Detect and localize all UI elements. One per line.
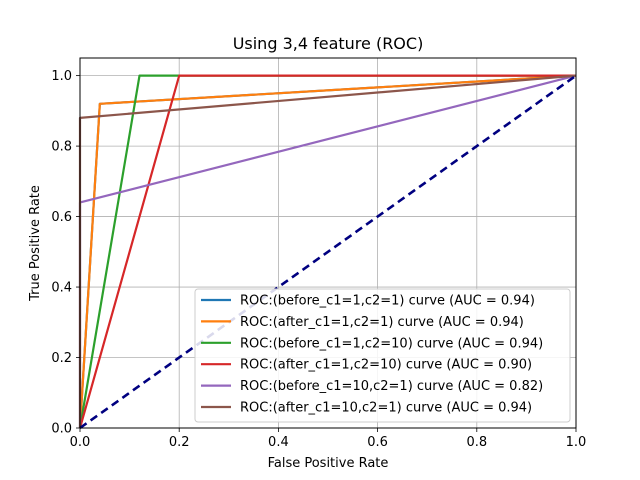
x-tick-label: 0.2 [169, 435, 190, 450]
x-tick-label: 0.6 [367, 435, 388, 450]
x-tick-label: 0.4 [268, 435, 289, 450]
y-tick-label: 0.0 [51, 422, 72, 437]
y-tick-label: 1.0 [51, 69, 72, 84]
legend-label-3: ROC:(before_c1=1,c2=10) curve (AUC = 0.9… [240, 336, 543, 351]
y-tick-label: 0.2 [51, 351, 72, 366]
x-axis-label: False Positive Rate [268, 456, 389, 471]
roc-curve-4 [78, 74, 576, 429]
y-tick-label: 0.8 [51, 140, 72, 155]
legend-label-2: ROC:(after_c1=1,c2=1) curve (AUC = 0.94) [240, 315, 524, 330]
chance-diagonal [79, 74, 577, 430]
roc-curve-2 [78, 74, 577, 429]
y-axis-label: True Positive Rate [28, 185, 43, 302]
y-tick-label: 0.6 [51, 210, 72, 225]
x-tick-label: 0.8 [466, 435, 487, 450]
x-tick-label: 1.0 [566, 435, 587, 450]
chart-title: Using 3,4 feature (ROC) [233, 34, 424, 53]
legend-label-1: ROC:(before_c1=1,c2=1) curve (AUC = 0.94… [240, 294, 535, 309]
ticks: 0.0 0.2 0.4 0.6 0.8 1.0 0.0 0.2 0.4 0.6 0.8 1.0 [51, 69, 586, 450]
legend-label-4: ROC:(after_c1=1,c2=10) curve (AUC = 0.90… [240, 358, 532, 373]
plot-frame [79, 57, 577, 429]
legend-box [194, 288, 571, 423]
x-tick-label: 0.0 [70, 435, 91, 450]
legend-label-6: ROC:(after_c1=10,c2=1) curve (AUC = 0.94… [240, 401, 532, 416]
legend-label-5: ROC:(before_c1=10,c2=1) curve (AUC = 0.8… [240, 379, 543, 394]
legend: ROC:(before_c1=1,c2=1) curve (AUC = 0.94… [194, 288, 571, 423]
y-tick-label: 0.4 [51, 281, 72, 296]
